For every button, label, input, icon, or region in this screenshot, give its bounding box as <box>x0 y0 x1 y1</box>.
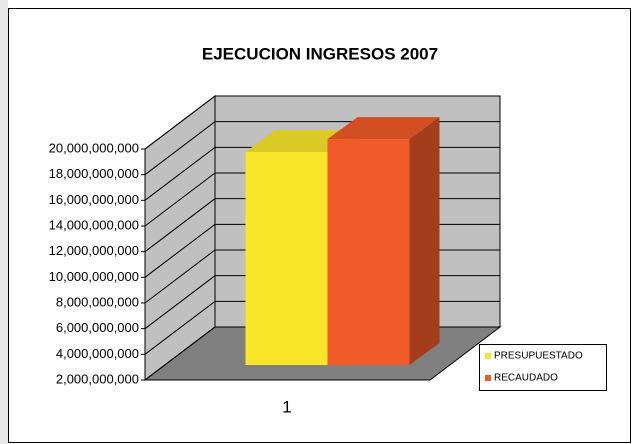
x-tick-label: 1 <box>282 397 291 416</box>
y-tick-label: 16,000,000,000 <box>49 192 139 207</box>
y-tick-label: 12,000,000,000 <box>49 243 139 258</box>
y-tick-label: 18,000,000,000 <box>49 166 139 181</box>
legend-label: RECAUDADO <box>494 373 558 384</box>
legend-box <box>479 344 607 391</box>
bar <box>245 151 328 365</box>
bar <box>327 139 410 365</box>
grid-line <box>144 95 500 150</box>
sheet-strip <box>0 0 8 444</box>
chart-title: EJECUCION INGRESOS 2007 <box>202 44 438 63</box>
bar-top <box>327 117 440 140</box>
bar-side <box>409 117 440 365</box>
legend-swatch <box>485 353 491 359</box>
y-tick-label: 20,000,000,000 <box>49 140 139 155</box>
y-tick-label: 4,000,000,000 <box>56 346 139 361</box>
legend-swatch <box>485 375 491 381</box>
y-tick-label: 14,000,000,000 <box>49 217 139 232</box>
y-tick-label: 2,000,000,000 <box>56 371 139 386</box>
y-tick-label: 10,000,000,000 <box>49 269 139 284</box>
y-tick-label: 8,000,000,000 <box>56 294 139 309</box>
y-tick-label: 6,000,000,000 <box>56 320 139 335</box>
legend-label: PRESUPUESTADO <box>494 351 583 362</box>
